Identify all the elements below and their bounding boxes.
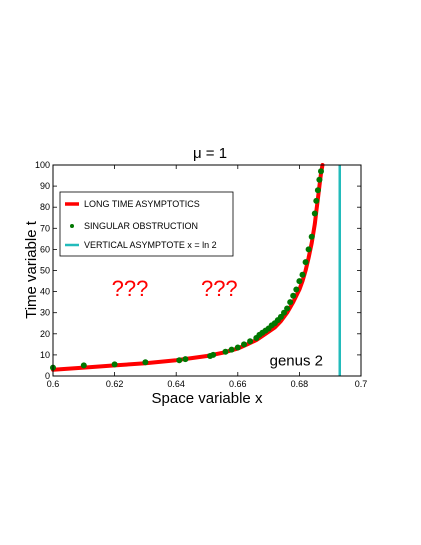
plot-content xyxy=(50,163,341,376)
y-axis: 0 10 20 30 40 50 60 70 80 90 100 xyxy=(35,160,361,381)
singular-obstruction-point xyxy=(281,309,287,316)
x-tick-label: 0.62 xyxy=(106,379,124,389)
singular-obstruction-point xyxy=(284,305,291,312)
x-axis: 0.6 0.62 0.64 0.66 0.68 0.7 xyxy=(47,165,368,389)
legend-swatch-singular-obstruction xyxy=(70,224,74,228)
chart-title: μ = 1 xyxy=(193,145,227,162)
y-tick-label: 30 xyxy=(40,308,50,318)
x-tick-label: 0.64 xyxy=(167,379,185,389)
annotation-question-marks: ??? xyxy=(112,276,149,301)
singular-obstruction-point xyxy=(210,351,217,358)
annotation-genus-label: genus 2 xyxy=(270,352,323,369)
singular-obstruction-point xyxy=(241,341,247,348)
singular-obstruction-point xyxy=(308,233,315,240)
singular-obstruction-point xyxy=(142,359,149,366)
singular-obstruction-point xyxy=(316,176,323,183)
y-tick-label: 100 xyxy=(35,160,50,170)
y-tick-label: 70 xyxy=(40,223,50,233)
y-tick-label: 20 xyxy=(40,329,50,339)
singular-obstruction-point xyxy=(314,187,321,194)
y-axis-label: Time variable t xyxy=(23,220,40,319)
legend: LONG TIME ASYMPTOTICS SINGULAR OBSTRUCTI… xyxy=(59,191,234,257)
singular-obstruction-point xyxy=(176,357,183,364)
singular-obstruction-point xyxy=(247,338,254,345)
singular-obstruction-point xyxy=(234,344,241,351)
singular-obstruction-point xyxy=(313,197,320,204)
singular-obstruction-point xyxy=(299,271,306,278)
singular-obstruction-point xyxy=(290,292,297,299)
singular-obstruction-point xyxy=(80,362,87,369)
y-tick-label: 90 xyxy=(40,181,50,191)
x-tick-label: 0.6 xyxy=(47,379,60,389)
annotations: ??? ??? genus 2 xyxy=(112,276,323,370)
x-tick-label: 0.7 xyxy=(355,379,368,389)
x-axis-label: Space variable x xyxy=(152,390,263,407)
singular-obstruction-point xyxy=(311,210,318,217)
legend-label-singular-obstruction: SINGULAR OBSTRUCTION xyxy=(84,221,198,231)
y-tick-label: 40 xyxy=(40,287,50,297)
y-tick-label: 50 xyxy=(40,266,50,276)
annotation-question-marks: ??? xyxy=(201,276,238,301)
singular-obstruction-point xyxy=(302,259,309,266)
singular-obstruction-point xyxy=(293,286,300,293)
y-tick-label: 60 xyxy=(40,244,50,254)
singular-obstruction-point xyxy=(305,246,312,253)
singular-obstruction-point xyxy=(222,348,229,355)
singular-obstruction-point xyxy=(277,313,284,320)
singular-obstruction-point xyxy=(228,346,235,353)
y-tick-label: 80 xyxy=(40,202,50,212)
singular-obstruction-point xyxy=(287,299,294,306)
singular-obstruction-point xyxy=(111,361,118,368)
x-tick-label: 0.66 xyxy=(229,379,247,389)
legend-label-vertical-asymptote: VERTICAL ASYMPTOTE x = ln 2 xyxy=(84,240,217,250)
legend-label-long-time-asymptotics: LONG TIME ASYMPTOTICS xyxy=(84,199,200,209)
y-tick-label: 10 xyxy=(40,350,50,360)
singular-obstruction-point xyxy=(182,356,189,363)
x-tick-label: 0.68 xyxy=(291,379,309,389)
y-tick-label: 0 xyxy=(45,371,50,381)
legend-frame xyxy=(59,191,234,257)
singular-obstruction-point xyxy=(318,168,324,175)
singular-obstruction-point xyxy=(296,278,303,285)
